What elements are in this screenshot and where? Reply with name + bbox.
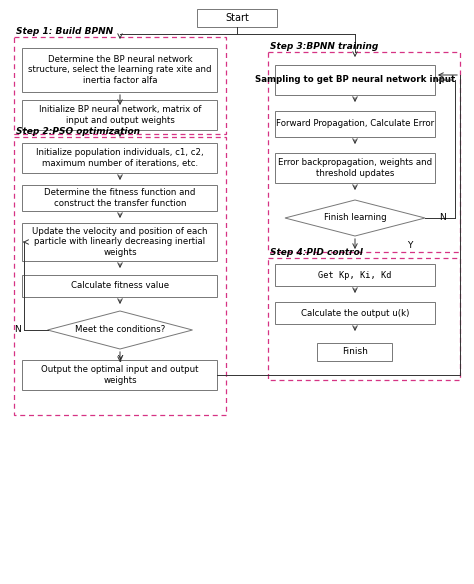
FancyBboxPatch shape	[197, 9, 277, 27]
Text: Finish: Finish	[342, 347, 368, 356]
FancyBboxPatch shape	[22, 223, 218, 261]
FancyBboxPatch shape	[275, 153, 435, 183]
Text: Get Kp, Ki, Kd: Get Kp, Ki, Kd	[318, 270, 392, 280]
Text: N: N	[439, 214, 447, 223]
Text: Finish learning: Finish learning	[324, 214, 386, 223]
Text: Forward Propagation, Calculate Error: Forward Propagation, Calculate Error	[276, 120, 434, 128]
FancyBboxPatch shape	[275, 65, 435, 95]
Text: Y: Y	[117, 356, 123, 364]
Polygon shape	[47, 311, 192, 349]
Text: Step 4:PID control: Step 4:PID control	[270, 248, 363, 257]
Bar	[268, 52, 460, 252]
Text: Step 1: Build BPNN: Step 1: Build BPNN	[16, 27, 113, 36]
Text: Determine the BP neural network
structure, select the learning rate xite and
ine: Determine the BP neural network structur…	[28, 55, 212, 85]
Text: Initialize BP neural network, matrix of
input and output weights: Initialize BP neural network, matrix of …	[39, 105, 201, 125]
Bar	[268, 258, 460, 380]
FancyBboxPatch shape	[22, 275, 218, 297]
Text: Output the optimal input and output
weights: Output the optimal input and output weig…	[41, 366, 199, 385]
FancyBboxPatch shape	[275, 111, 435, 137]
Text: Calculate fitness value: Calculate fitness value	[71, 281, 169, 290]
FancyBboxPatch shape	[318, 343, 392, 361]
Text: N: N	[15, 325, 21, 335]
Bar	[14, 37, 226, 134]
FancyBboxPatch shape	[275, 264, 435, 286]
Bar	[14, 137, 226, 415]
Text: Sampling to get BP neural network input: Sampling to get BP neural network input	[255, 75, 455, 85]
Text: Y: Y	[407, 241, 413, 249]
Text: Update the velocity and position of each
particle with linearly decreasing inert: Update the velocity and position of each…	[32, 227, 208, 257]
Text: Step 2:PSO optimization: Step 2:PSO optimization	[16, 127, 140, 136]
FancyBboxPatch shape	[275, 302, 435, 324]
Text: Step 3:BPNN training: Step 3:BPNN training	[270, 42, 378, 51]
Text: Initialize population individuals, c1, c2,
maximum number of iterations, etc.: Initialize population individuals, c1, c…	[36, 148, 204, 168]
FancyBboxPatch shape	[22, 100, 218, 130]
FancyBboxPatch shape	[22, 143, 218, 173]
Polygon shape	[285, 200, 425, 236]
FancyBboxPatch shape	[22, 48, 218, 92]
Text: Meet the conditions?: Meet the conditions?	[75, 325, 165, 335]
Text: Error backpropagation, weights and
threshold updates: Error backpropagation, weights and thres…	[278, 158, 432, 178]
FancyBboxPatch shape	[22, 360, 218, 390]
Text: Determine the fitness function and
construct the transfer function: Determine the fitness function and const…	[44, 188, 196, 208]
Text: Start: Start	[225, 13, 249, 23]
FancyBboxPatch shape	[22, 185, 218, 211]
Text: Calculate the output u(k): Calculate the output u(k)	[301, 308, 409, 318]
